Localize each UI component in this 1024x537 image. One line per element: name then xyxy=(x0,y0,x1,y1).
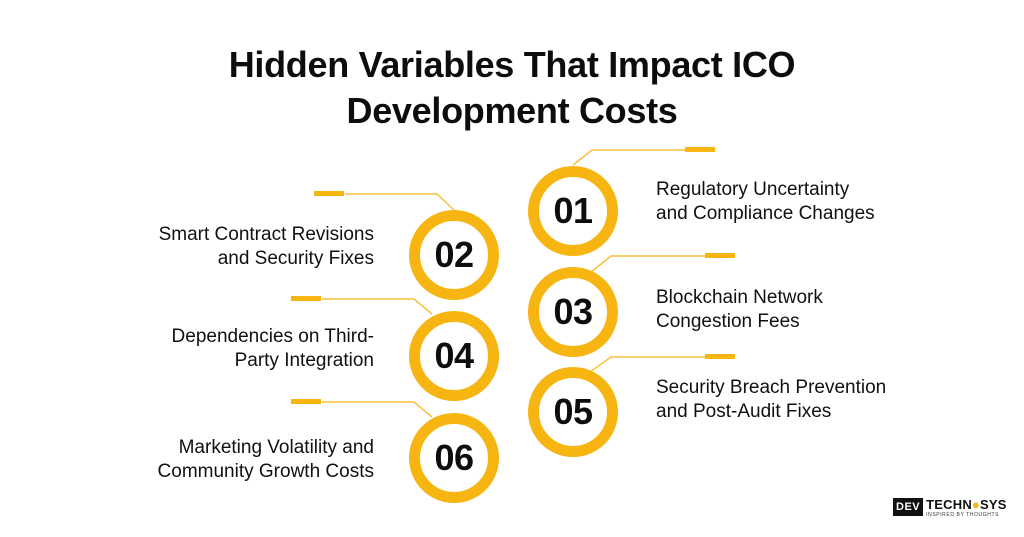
step-05-label-line-1: Security Breach Prevention xyxy=(656,377,887,398)
step-02-label: Smart Contract Revisions and Security Fi… xyxy=(84,223,374,271)
step-05-label-line-2: and Post-Audit Fixes xyxy=(656,401,832,422)
connector-05 xyxy=(589,356,705,373)
step-03-label-line-2: Congestion Fees xyxy=(656,311,800,332)
step-04-circle: 04 xyxy=(409,311,499,401)
connector-02-accent xyxy=(314,191,344,196)
step-06-label-line-2: Community Growth Costs xyxy=(157,461,374,482)
step-04-label: Dependencies on Third- Party Integration xyxy=(84,325,374,373)
logo-dev-badge: DEV xyxy=(893,498,924,516)
step-06-label: Marketing Volatility and Community Growt… xyxy=(84,436,374,484)
devtechnosys-logo: DEV TECHN●SYS INSPIRED BY THOUGHTS xyxy=(893,498,1017,524)
step-02-circle: 02 xyxy=(409,210,499,300)
step-01-label-line-1: Regulatory Uncertainty xyxy=(656,179,850,200)
connector-05-accent xyxy=(705,354,735,359)
connector-04-accent xyxy=(291,296,321,301)
page-title: Hidden Variables That Impact ICO Develop… xyxy=(0,42,1024,134)
step-04-label-line-2: Party Integration xyxy=(234,350,374,371)
step-03-label: Blockchain Network Congestion Fees xyxy=(656,286,946,334)
connector-06-accent xyxy=(291,399,321,404)
connector-03 xyxy=(589,255,705,274)
step-01-label-line-2: and Compliance Changes xyxy=(656,203,875,224)
logo-tagline: INSPIRED BY THOUGHTS xyxy=(926,512,1000,518)
title-line-2: Development Costs xyxy=(346,90,678,131)
connector-03-accent xyxy=(705,253,735,258)
step-06-label-line-1: Marketing Volatility and xyxy=(178,437,374,458)
step-03-circle: 03 xyxy=(528,267,618,357)
logo-brand-text: TECHN●SYS xyxy=(926,497,1007,512)
step-01-label: Regulatory Uncertainty and Compliance Ch… xyxy=(656,178,946,226)
step-06-circle: 06 xyxy=(409,413,499,503)
step-01-circle: 01 xyxy=(528,166,618,256)
step-02-label-line-2: and Security Fixes xyxy=(217,248,374,269)
connector-01 xyxy=(572,149,685,166)
step-05-label: Security Breach Prevention and Post-Audi… xyxy=(656,376,946,424)
title-line-1: Hidden Variables That Impact ICO xyxy=(228,44,796,85)
connector-06 xyxy=(322,401,433,418)
connector-02 xyxy=(345,193,455,211)
step-02-label-line-1: Smart Contract Revisions xyxy=(158,224,374,245)
step-05-circle: 05 xyxy=(528,367,618,457)
step-03-label-line-1: Blockchain Network xyxy=(656,287,823,308)
connector-01-accent xyxy=(685,147,715,152)
connector-04 xyxy=(322,298,433,315)
step-04-label-line-1: Dependencies on Third- xyxy=(171,326,374,347)
